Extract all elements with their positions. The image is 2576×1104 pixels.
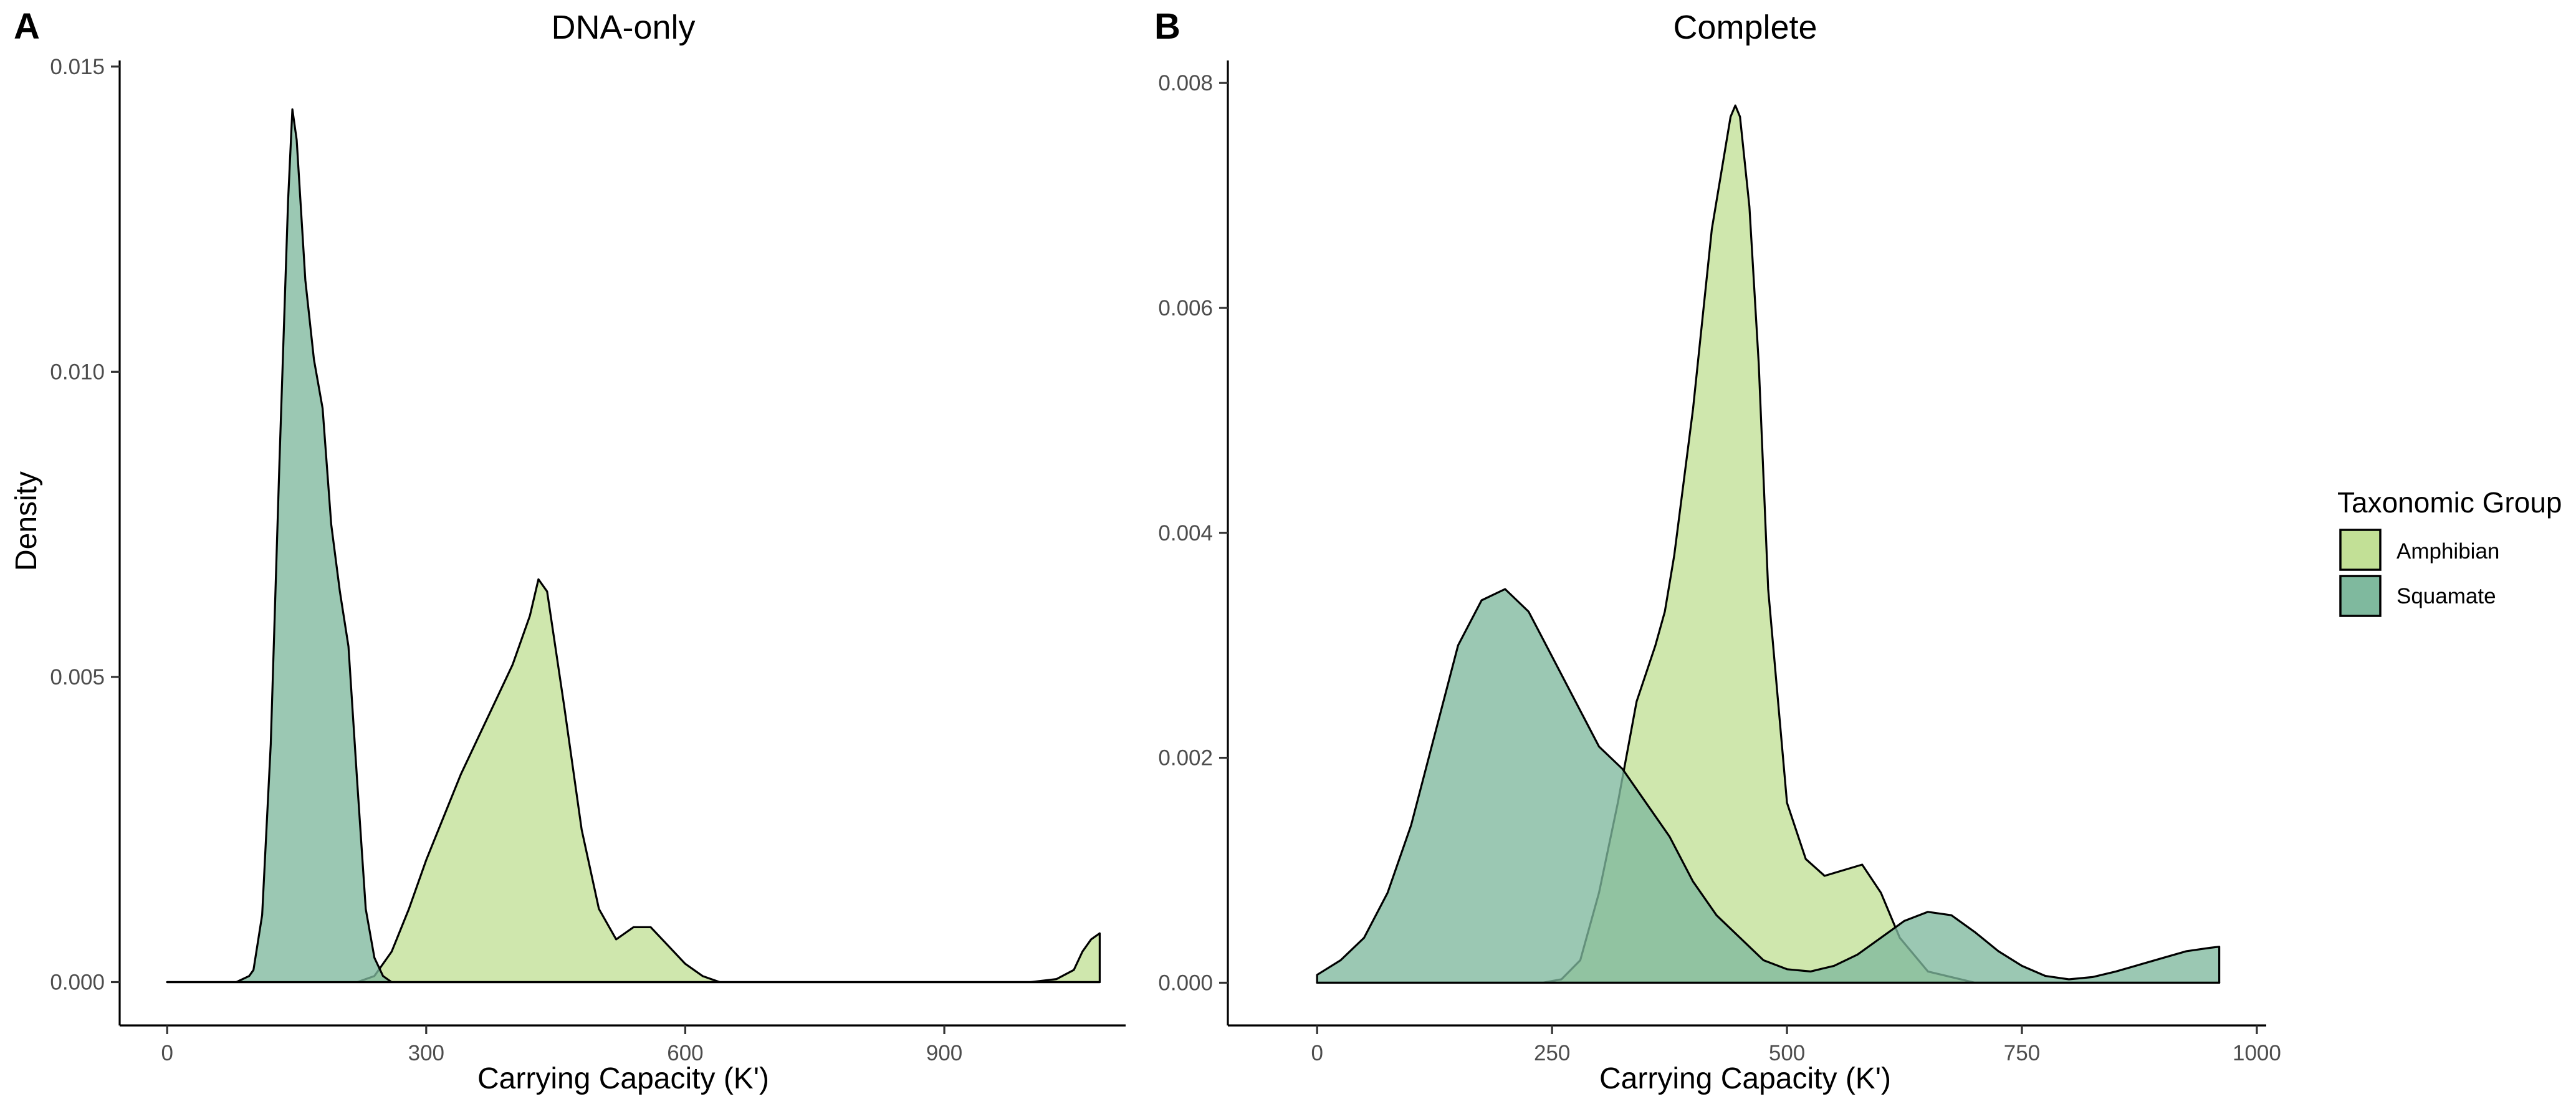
panel-a-letter: A [14, 6, 40, 47]
y-tick-label-panel-b: 0.006 [1158, 296, 1213, 320]
y-tick-label-panel-a: 0.000 [50, 970, 105, 994]
panel-b-title: Complete [1673, 9, 1817, 46]
y-tick-label-panel-a: 0.015 [50, 55, 105, 79]
panel-a-x-axis-title: Carrying Capacity (K') [477, 1062, 769, 1095]
x-tick-label-panel-a: 600 [667, 1041, 703, 1065]
legend-title: Taxonomic Group [2337, 486, 2562, 519]
legend-swatch-squamate [2339, 575, 2382, 617]
y-tick-label-panel-b: 0.008 [1158, 71, 1213, 95]
x-tick-label-panel-b: 1000 [2233, 1041, 2281, 1065]
x-tick-label-panel-b: 750 [2004, 1041, 2040, 1065]
panel-a-plot-area: 0 300 600 900 0.000 0.005 0.010 0.015 [50, 55, 1126, 1065]
panel-b-x-axis-title: Carrying Capacity (K') [1599, 1062, 1891, 1095]
panel-b-letter: B [1154, 6, 1180, 47]
x-tick-label-panel-a: 900 [926, 1041, 962, 1065]
panel-b: B Complete 0 250 500 750 1000 0.000 0.002 0.004… [1154, 6, 2281, 1095]
legend-swatch-amphibian [2339, 529, 2382, 571]
panel-a: A DNA-only 0 300 600 900 0.000 0.005 0.010 0.01… [10, 6, 1126, 1095]
legend: Taxonomic Group Amphibian Squamate [2337, 486, 2562, 617]
density-area-amphibian-panel-a [166, 578, 1101, 984]
y-tick-label-panel-a: 0.010 [50, 360, 105, 384]
density-area-squamate-panel-b [1316, 588, 2221, 984]
legend-item-amphibian: Amphibian [2339, 529, 2499, 571]
x-tick-label-panel-a: 0 [161, 1041, 173, 1065]
legend-label-amphibian: Amphibian [2396, 539, 2499, 564]
y-tick-label-panel-b: 0.002 [1158, 746, 1213, 770]
y-tick-label-panel-b: 0.000 [1158, 971, 1213, 995]
panel-a-title: DNA-only [551, 9, 695, 46]
y-axis-title: Density [10, 471, 43, 571]
legend-label-squamate: Squamate [2396, 584, 2496, 608]
legend-item-squamate: Squamate [2339, 575, 2496, 617]
panel-b-plot-area: 0 250 500 750 1000 0.000 0.002 0.004 0.006 0.008 [1158, 60, 2281, 1065]
x-tick-label-panel-b: 500 [1769, 1041, 1805, 1065]
x-tick-label-panel-b: 250 [1534, 1041, 1570, 1065]
y-tick-label-panel-b: 0.004 [1158, 521, 1213, 545]
x-tick-label-panel-b: 0 [1311, 1041, 1323, 1065]
y-tick-label-panel-a: 0.005 [50, 665, 105, 689]
density-area-squamate-panel-a [166, 108, 1101, 984]
x-tick-label-panel-a: 300 [408, 1041, 444, 1065]
